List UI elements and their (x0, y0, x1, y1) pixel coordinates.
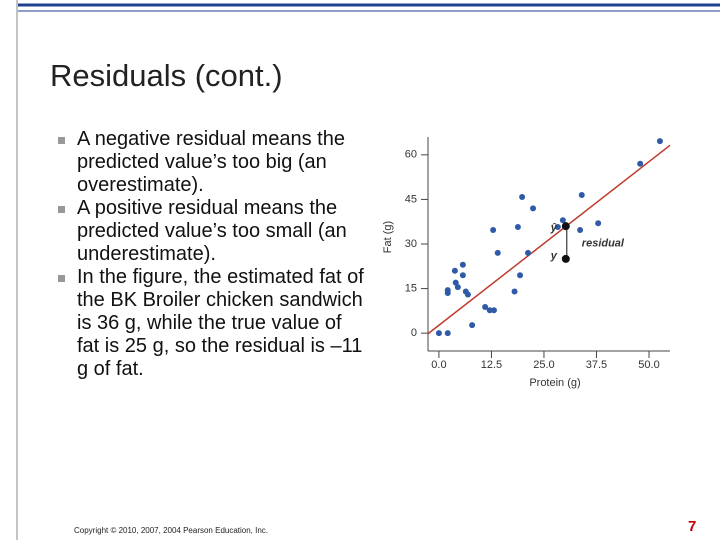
bullet: A negative residual means the predicted … (55, 128, 365, 197)
point (524, 249, 531, 256)
bullet: In the figure, the estimated fat of the … (55, 266, 365, 381)
bullet: A positive residual means the predicted … (55, 197, 365, 266)
point (444, 290, 451, 297)
point (656, 138, 663, 145)
x-tick-label: 37.5 (586, 359, 607, 371)
point (490, 307, 497, 314)
point (486, 307, 493, 314)
point (561, 254, 570, 263)
point (511, 288, 518, 295)
point (459, 272, 466, 279)
point (561, 222, 570, 231)
fit-line (427, 144, 671, 335)
point (494, 249, 501, 256)
annotation: ŷ (550, 222, 558, 234)
point (444, 330, 451, 337)
slide-title: Residuals (cont.) (50, 58, 283, 93)
point (577, 227, 584, 234)
point (554, 224, 561, 231)
y-tick-label: 0 (411, 327, 417, 339)
y-tick-label: 15 (405, 282, 417, 294)
point (451, 267, 458, 274)
x-tick-label: 12.5 (481, 359, 502, 371)
point (517, 272, 524, 279)
point (435, 330, 442, 337)
y-axis-label: Fat (g) (382, 221, 394, 253)
annotation: y (550, 250, 558, 262)
x-tick-label: 25.0 (533, 359, 554, 371)
point (490, 227, 497, 234)
y-tick-label: 45 (405, 193, 417, 205)
point (459, 261, 466, 268)
x-tick-label: 0.0 (431, 359, 446, 371)
annotation: residual (582, 237, 625, 249)
point (530, 205, 537, 212)
bullet-list: A negative residual means the predicted … (55, 128, 365, 381)
page-number: 7 (688, 518, 697, 535)
copyright: Copyright © 2010, 2007, 2004 Pearson Edu… (74, 526, 269, 535)
x-tick-label: 50.0 (638, 359, 659, 371)
point (595, 220, 602, 227)
point (464, 291, 471, 298)
point (519, 194, 526, 201)
point (452, 279, 459, 286)
point (559, 217, 566, 224)
point (469, 322, 476, 329)
x-axis-label: Protein (g) (529, 377, 580, 389)
point (578, 191, 585, 198)
point (454, 284, 461, 291)
point (637, 160, 644, 167)
point (482, 304, 489, 311)
y-tick-label: 60 (405, 149, 417, 161)
point (514, 224, 521, 231)
y-tick-label: 30 (405, 238, 417, 250)
